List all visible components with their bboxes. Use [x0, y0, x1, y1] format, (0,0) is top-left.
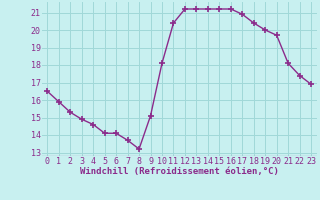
X-axis label: Windchill (Refroidissement éolien,°C): Windchill (Refroidissement éolien,°C)	[80, 167, 279, 176]
